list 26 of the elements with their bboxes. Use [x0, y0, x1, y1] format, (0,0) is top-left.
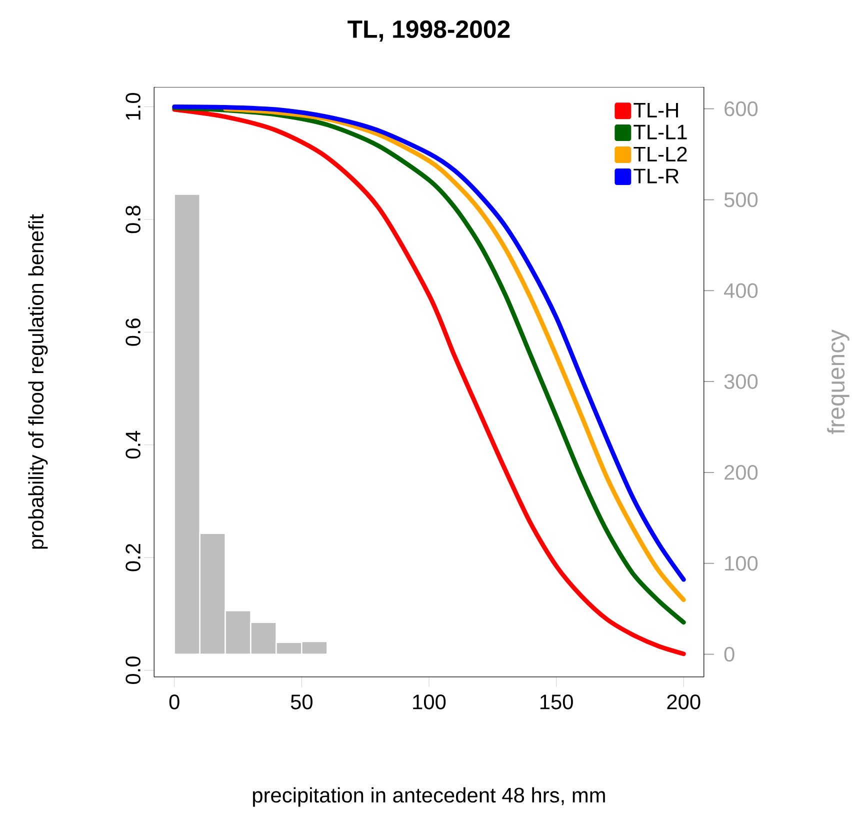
legend-label: TL-H: [634, 102, 678, 118]
x-tick-label: 200: [667, 694, 700, 710]
y-tick-label: 0.0: [126, 656, 140, 684]
legend-label: TL-L2: [634, 146, 687, 162]
y2-tick-label: 300: [724, 374, 758, 389]
y2-axis-title: frequency: [827, 330, 850, 434]
y2-tick-label: 100: [725, 556, 758, 571]
y-tick-label: 1.0: [126, 93, 140, 120]
y2-tick-label: 500: [724, 192, 758, 208]
y2-tick-label: 600: [724, 101, 758, 116]
legend-label: TL-L1: [634, 124, 687, 140]
chart-title: TL, 1998-2002: [348, 20, 510, 42]
y2-tick-label: 400: [724, 283, 758, 298]
x-tick-label: 0: [169, 694, 180, 710]
legend-label: TL-R: [634, 168, 679, 184]
y-tick-label: 0.8: [126, 206, 140, 234]
y-axis-title: probability of flood regulation benefit: [28, 214, 48, 549]
y2-tick-label: 200: [724, 465, 758, 480]
y2-tick-label: 0: [724, 646, 734, 662]
x-tick-label: 100: [413, 694, 446, 710]
x-tick-label: 50: [290, 694, 312, 710]
y-tick-label: 0.6: [126, 318, 140, 346]
x-tick-label: 150: [540, 694, 573, 710]
y-tick-label: 0.4: [126, 430, 140, 459]
y-tick-label: 0.2: [126, 544, 140, 572]
x-axis-title: precipitation in antecedent 48 hrs, mm: [252, 787, 605, 807]
